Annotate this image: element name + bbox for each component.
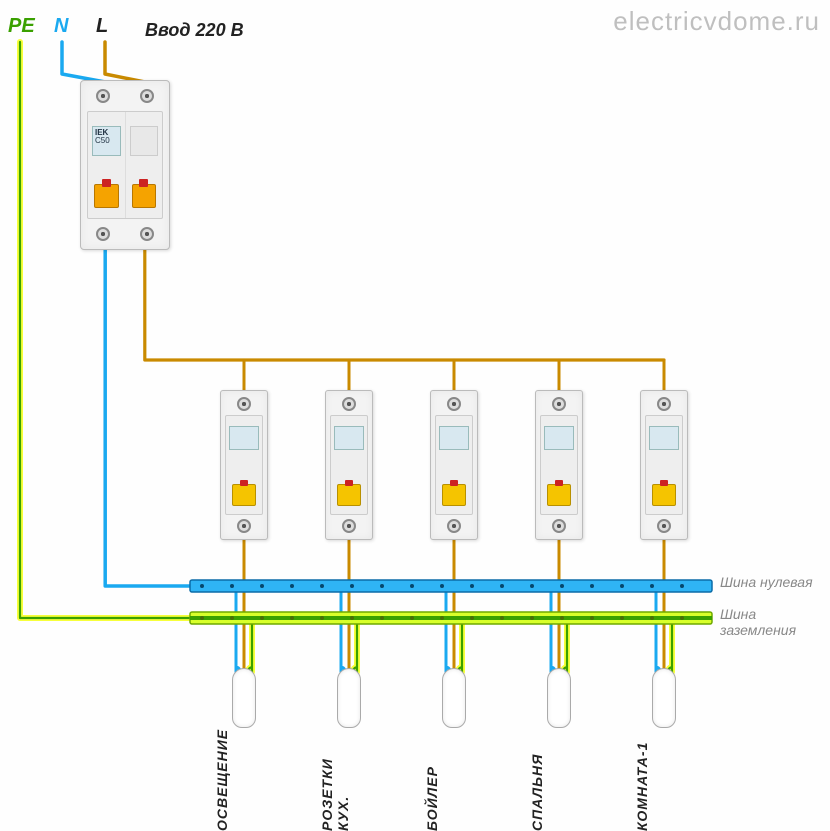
l-label: L: [96, 15, 108, 38]
branch-breaker-3: [535, 390, 583, 540]
branch-breaker-4: [640, 390, 688, 540]
bus-pe-label: Шина заземления: [720, 606, 830, 638]
cable-1: [337, 668, 361, 728]
circuit-label-0: ОСВЕЩЕНИЕ: [214, 736, 230, 831]
branch-breaker-0: [220, 390, 268, 540]
cable-0: [232, 668, 256, 728]
cable-3: [547, 668, 571, 728]
cable-2: [442, 668, 466, 728]
branch-breaker-2: [430, 390, 478, 540]
circuit-label-2: БОЙЛЕР: [424, 736, 440, 831]
n-label: N: [54, 15, 68, 38]
main-breaker-toggle[interactable]: [94, 184, 119, 208]
input-label: Ввод 220 В: [145, 20, 244, 41]
watermark: electricvdome.ru: [613, 6, 820, 37]
pe-label: PE: [8, 15, 35, 38]
circuit-label-3: СПАЛЬНЯ: [529, 736, 545, 831]
branch-toggle-2[interactable]: [442, 484, 466, 506]
circuit-label-1: РОЗЕТКИ КУХ.: [319, 736, 351, 831]
branch-toggle-1[interactable]: [337, 484, 361, 506]
main-breaker: IEKC50: [80, 80, 170, 250]
main-breaker-toggle-2[interactable]: [132, 184, 157, 208]
bus-neutral-label: Шина нулевая: [720, 574, 813, 590]
branch-toggle-0[interactable]: [232, 484, 256, 506]
branch-breaker-1: [325, 390, 373, 540]
cable-4: [652, 668, 676, 728]
branch-toggle-3[interactable]: [547, 484, 571, 506]
branch-toggle-4[interactable]: [652, 484, 676, 506]
circuit-label-4: КОМНАТА-1: [634, 736, 650, 831]
breaker-main-label: IEKC50: [92, 126, 121, 156]
